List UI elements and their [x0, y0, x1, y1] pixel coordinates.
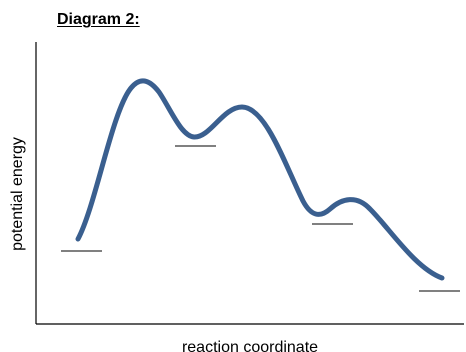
reaction-profile-curve	[75, 78, 445, 281]
diagram-title: Diagram 2:	[57, 11, 140, 28]
x-axis-label: reaction coordinate	[182, 339, 318, 352]
y-axis-label: potential energy	[9, 137, 26, 251]
